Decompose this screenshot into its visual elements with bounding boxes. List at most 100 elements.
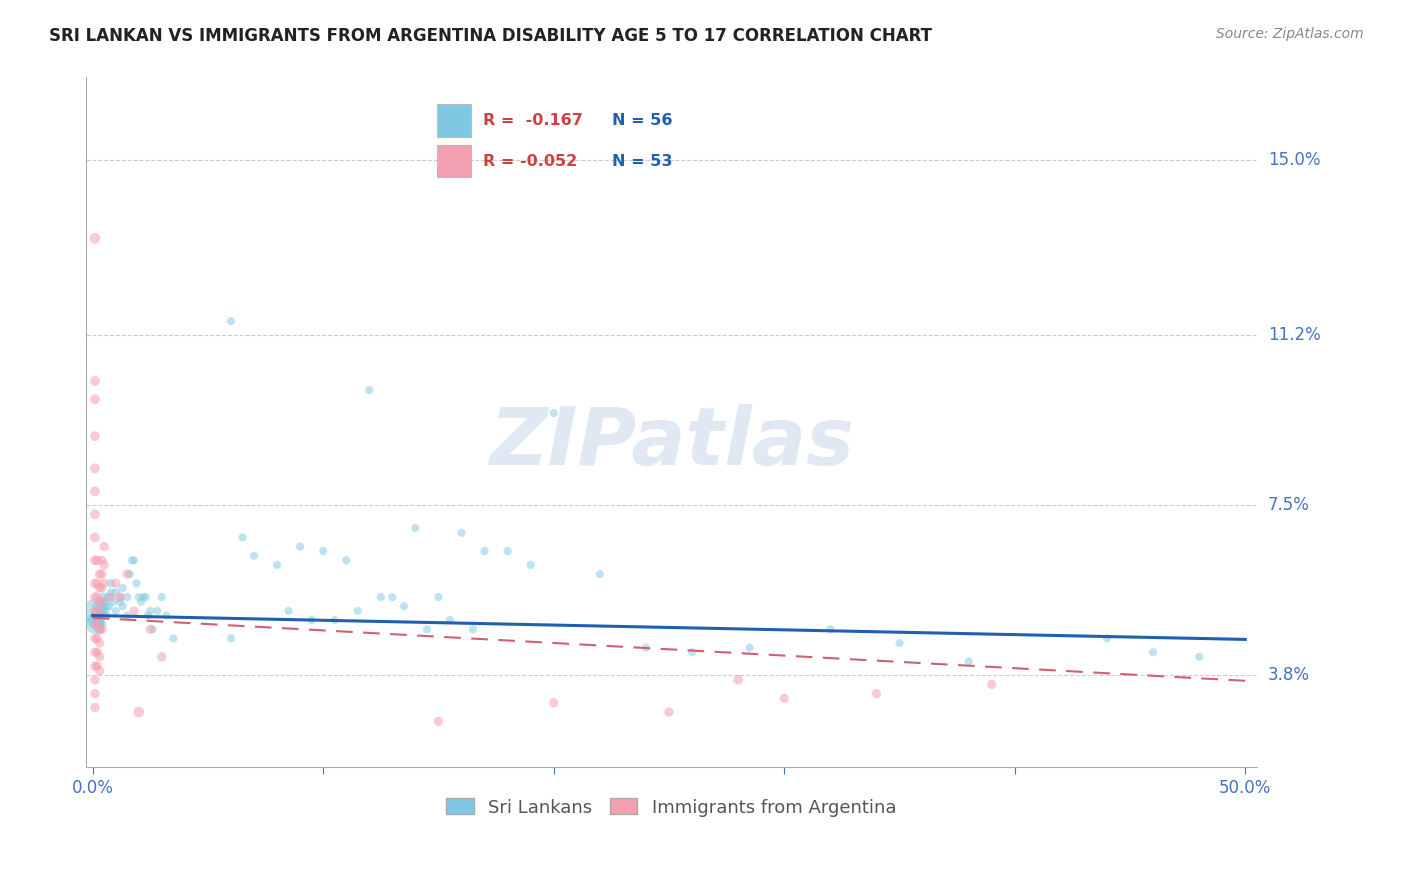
Point: [84, 576, 107, 591]
Point: [84, 231, 107, 245]
Point: [820, 622, 842, 636]
Text: Source: ZipAtlas.com: Source: ZipAtlas.com: [1216, 27, 1364, 41]
Point: [86, 617, 108, 632]
Point: [889, 636, 911, 650]
Point: [155, 608, 177, 623]
Point: [122, 553, 145, 567]
Point: [370, 590, 392, 604]
Point: [93, 558, 115, 572]
Point: [519, 558, 541, 572]
Point: [121, 553, 143, 567]
Point: [89, 636, 111, 650]
Point: [110, 590, 132, 604]
Point: [84, 429, 107, 443]
Point: [125, 576, 148, 591]
Point: [727, 673, 749, 687]
Point: [86, 659, 108, 673]
Point: [100, 590, 122, 604]
Point: [681, 645, 703, 659]
Point: [416, 622, 439, 636]
Point: [84, 530, 107, 544]
Point: [86, 645, 108, 659]
Point: [1188, 649, 1211, 664]
Text: SRI LANKAN VS IMMIGRANTS FROM ARGENTINA DISABILITY AGE 5 TO 17 CORRELATION CHART: SRI LANKAN VS IMMIGRANTS FROM ARGENTINA …: [49, 27, 932, 45]
Point: [84, 604, 107, 618]
Point: [90, 567, 112, 582]
Point: [115, 567, 138, 582]
Point: [162, 632, 184, 646]
Point: [634, 640, 657, 655]
Point: [90, 581, 112, 595]
Point: [84, 687, 107, 701]
Text: 15.0%: 15.0%: [1268, 152, 1320, 169]
Point: [312, 544, 335, 558]
Point: [97, 599, 120, 614]
Point: [84, 632, 107, 646]
Point: [381, 590, 404, 604]
Point: [84, 484, 107, 499]
Point: [89, 608, 111, 623]
Point: [865, 687, 887, 701]
Point: [773, 691, 796, 706]
Point: [404, 521, 426, 535]
Point: [84, 613, 107, 627]
Point: [104, 585, 127, 599]
Point: [111, 581, 134, 595]
Point: [104, 576, 127, 591]
Point: [89, 567, 111, 582]
Point: [90, 608, 112, 623]
Point: [323, 613, 346, 627]
Point: [84, 461, 107, 475]
Point: [150, 590, 173, 604]
Point: [1095, 632, 1118, 646]
Point: [135, 590, 157, 604]
Point: [146, 604, 169, 618]
Point: [84, 700, 107, 714]
Point: [359, 383, 381, 397]
Point: [96, 608, 118, 623]
Point: [93, 590, 115, 604]
Point: [111, 599, 134, 614]
Point: [93, 576, 115, 591]
Point: [219, 632, 242, 646]
Point: [86, 553, 108, 567]
Point: [136, 608, 159, 623]
Point: [86, 590, 108, 604]
Point: [738, 640, 761, 655]
Point: [97, 590, 120, 604]
Point: [84, 604, 107, 618]
Point: [93, 604, 115, 618]
Point: [86, 632, 108, 646]
Point: [84, 508, 107, 522]
Point: [96, 599, 118, 614]
Text: 7.5%: 7.5%: [1268, 496, 1310, 514]
Point: [86, 599, 108, 614]
Legend: Sri Lankans, Immigrants from Argentina: Sri Lankans, Immigrants from Argentina: [439, 791, 904, 824]
Point: [335, 553, 357, 567]
Point: [89, 613, 111, 627]
Point: [589, 567, 612, 582]
Point: [439, 613, 461, 627]
Point: [128, 705, 150, 719]
Point: [231, 530, 253, 544]
Point: [110, 595, 132, 609]
Point: [86, 604, 108, 618]
Point: [543, 696, 565, 710]
Point: [219, 314, 242, 328]
Point: [84, 374, 107, 388]
Point: [89, 664, 111, 678]
Point: [139, 622, 162, 636]
Point: [89, 649, 111, 664]
Point: [90, 608, 112, 623]
Point: [266, 558, 288, 572]
Point: [86, 576, 108, 591]
Point: [110, 590, 132, 604]
Point: [450, 525, 472, 540]
Point: [129, 595, 152, 609]
Point: [84, 590, 107, 604]
Point: [142, 622, 165, 636]
Point: [122, 604, 145, 618]
Point: [84, 553, 107, 567]
Text: ZIPatlas: ZIPatlas: [489, 404, 853, 482]
Point: [89, 595, 111, 609]
